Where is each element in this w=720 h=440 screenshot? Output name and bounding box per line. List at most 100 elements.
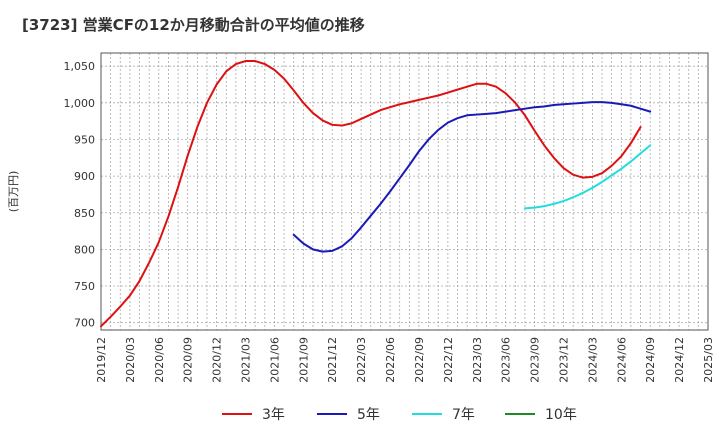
- x-tick-label: 2024/09: [644, 337, 657, 383]
- data-point: [601, 101, 603, 103]
- data-point: [225, 70, 227, 72]
- x-tick-label: 2020/09: [182, 337, 195, 383]
- x-tick-label: 2023/06: [500, 337, 513, 383]
- x-tick-label: 2021/03: [240, 337, 253, 383]
- x-tick-label: 2022/03: [355, 337, 368, 383]
- data-point: [611, 102, 613, 104]
- data-point: [437, 129, 439, 131]
- grid-lines: [100, 53, 709, 330]
- chart-title: [3723] 営業CFの12か月移動合計の平均値の推移: [22, 16, 365, 34]
- legend-label: 7年: [452, 407, 475, 423]
- data-point: [591, 187, 593, 189]
- x-tick-label: 2022/12: [442, 337, 455, 383]
- x-tick-label: 2023/03: [471, 337, 484, 383]
- x-tick-label: 2025/03: [702, 337, 715, 383]
- data-point: [283, 78, 285, 80]
- y-tick-label: 850: [74, 207, 95, 220]
- data-point: [485, 83, 487, 85]
- data-point: [408, 101, 410, 103]
- data-point: [630, 142, 632, 144]
- data-point: [640, 152, 642, 154]
- legend-item: 10年: [505, 407, 577, 423]
- data-point: [206, 102, 208, 104]
- data-point: [389, 191, 391, 193]
- data-point: [312, 248, 314, 250]
- legend-label: 10年: [545, 407, 577, 423]
- data-point: [447, 92, 449, 94]
- x-tick-label: 2019/12: [95, 337, 108, 383]
- data-point: [370, 114, 372, 116]
- data-point: [514, 102, 516, 104]
- data-point: [543, 144, 545, 146]
- data-point: [572, 196, 574, 198]
- x-tick-label: 2023/09: [529, 337, 542, 383]
- data-point: [245, 60, 247, 62]
- data-point: [649, 144, 651, 146]
- legend-label: 3年: [262, 407, 285, 423]
- data-point: [456, 89, 458, 91]
- data-point: [399, 177, 401, 179]
- data-point: [351, 122, 353, 124]
- data-point: [379, 203, 381, 205]
- data-point: [476, 114, 478, 116]
- data-point: [408, 164, 410, 166]
- data-point: [341, 125, 343, 127]
- data-point: [331, 250, 333, 252]
- data-point: [196, 126, 198, 128]
- y-axis: 700 750 800 850 900 950 1,000 1,050: [64, 60, 96, 329]
- series-line: [292, 101, 652, 253]
- x-tick-label: 2021/06: [268, 337, 281, 383]
- data-point: [119, 306, 121, 308]
- data-point: [553, 203, 555, 205]
- y-axis-label: (百万円): [7, 171, 20, 213]
- data-point: [322, 119, 324, 121]
- data-point: [187, 155, 189, 157]
- data-point: [640, 126, 642, 128]
- data-point: [177, 186, 179, 188]
- data-point: [466, 114, 468, 116]
- legend: 3年 5年 7年 10年: [222, 407, 577, 423]
- data-point: [129, 295, 131, 297]
- y-tick-label: 800: [74, 243, 95, 256]
- data-point: [620, 168, 622, 170]
- y-tick-label: 1,050: [64, 60, 96, 73]
- x-tick-label: 2021/09: [297, 337, 310, 383]
- data-point: [331, 124, 333, 126]
- data-point: [456, 117, 458, 119]
- data-point: [553, 104, 555, 106]
- data-point: [553, 157, 555, 159]
- y-tick-label: 900: [74, 170, 95, 183]
- data-point: [572, 103, 574, 105]
- data-point: [591, 176, 593, 178]
- plot-frame: [100, 52, 709, 331]
- legend-item: 5年: [317, 407, 380, 423]
- data-point: [216, 84, 218, 86]
- x-tick-label: 2022/06: [384, 337, 397, 383]
- legend-item: 3年: [222, 407, 285, 423]
- data-point: [302, 102, 304, 104]
- data-point: [428, 97, 430, 99]
- data-point: [418, 150, 420, 152]
- data-point: [562, 167, 564, 169]
- data-point: [572, 174, 574, 176]
- data-point: [534, 106, 536, 108]
- data-point: [302, 243, 304, 245]
- data-point: [139, 280, 141, 282]
- series-line: [523, 144, 652, 210]
- data-point: [649, 111, 651, 113]
- data-point: [254, 60, 256, 62]
- data-point: [264, 63, 266, 65]
- data-point: [167, 215, 169, 217]
- data-point: [447, 122, 449, 124]
- data-point: [360, 118, 362, 120]
- x-tick-label: 2020/03: [124, 337, 137, 383]
- x-tick-label: 2020/06: [153, 337, 166, 383]
- data-point: [611, 174, 613, 176]
- data-point: [582, 192, 584, 194]
- series: [523, 144, 652, 210]
- series: [100, 60, 642, 328]
- legend-item: 7年: [412, 407, 475, 423]
- data-point: [351, 237, 353, 239]
- data-point: [582, 102, 584, 104]
